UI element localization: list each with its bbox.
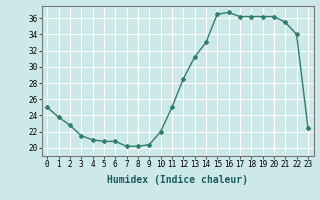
X-axis label: Humidex (Indice chaleur): Humidex (Indice chaleur) <box>107 175 248 185</box>
